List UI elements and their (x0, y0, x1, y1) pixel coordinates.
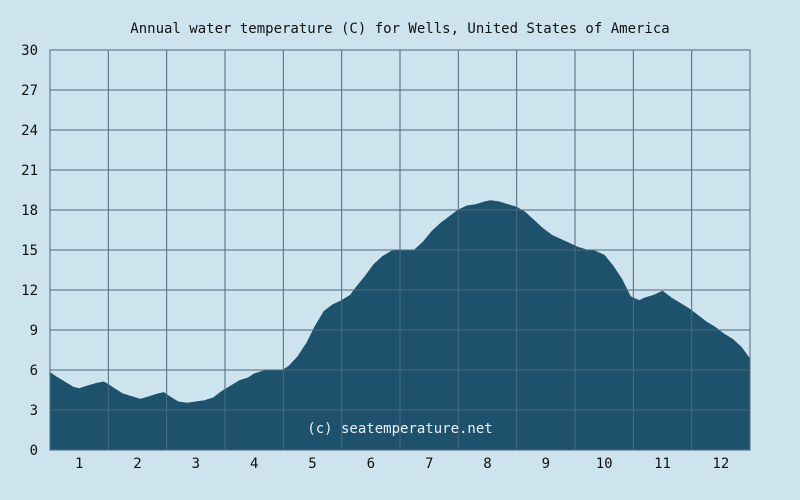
grid-layer (49, 49, 751, 451)
chart-title: Annual water temperature (C) for Wells, … (130, 21, 669, 37)
x-tick-label: 8 (483, 456, 491, 472)
y-tick-label: 24 (21, 123, 38, 139)
y-tick-label: 9 (30, 323, 38, 339)
x-tick-label: 6 (367, 456, 375, 472)
y-tick-label: 30 (21, 43, 38, 59)
x-tick-label: 4 (250, 456, 258, 472)
y-tick-label: 18 (21, 203, 38, 219)
x-tick-label: 11 (654, 456, 671, 472)
x-tick-label: 1 (75, 456, 83, 472)
y-tick-label: 15 (21, 243, 38, 259)
y-tick-label: 6 (30, 363, 38, 379)
x-tick-label: 5 (308, 456, 316, 472)
y-axis-ticks: 0 3 6 9 12 15 18 21 24 27 30 (21, 43, 38, 459)
x-tick-label: 12 (712, 456, 729, 472)
y-tick-label: 12 (21, 283, 38, 299)
plot-frame (49, 49, 751, 451)
x-axis-ticks: 1 2 3 4 5 6 7 8 9 10 11 12 (75, 456, 729, 472)
y-tick-label: 3 (30, 403, 38, 419)
x-tick-label: 9 (542, 456, 550, 472)
y-tick-label: 27 (21, 83, 38, 99)
watermark: (c) seatemperature.net (307, 421, 492, 437)
y-tick-label: 0 (30, 443, 38, 459)
x-tick-label: 7 (425, 456, 433, 472)
x-tick-label: 2 (133, 456, 141, 472)
x-tick-label: 3 (192, 456, 200, 472)
y-tick-label: 21 (21, 163, 38, 179)
x-tick-label: 10 (596, 456, 613, 472)
